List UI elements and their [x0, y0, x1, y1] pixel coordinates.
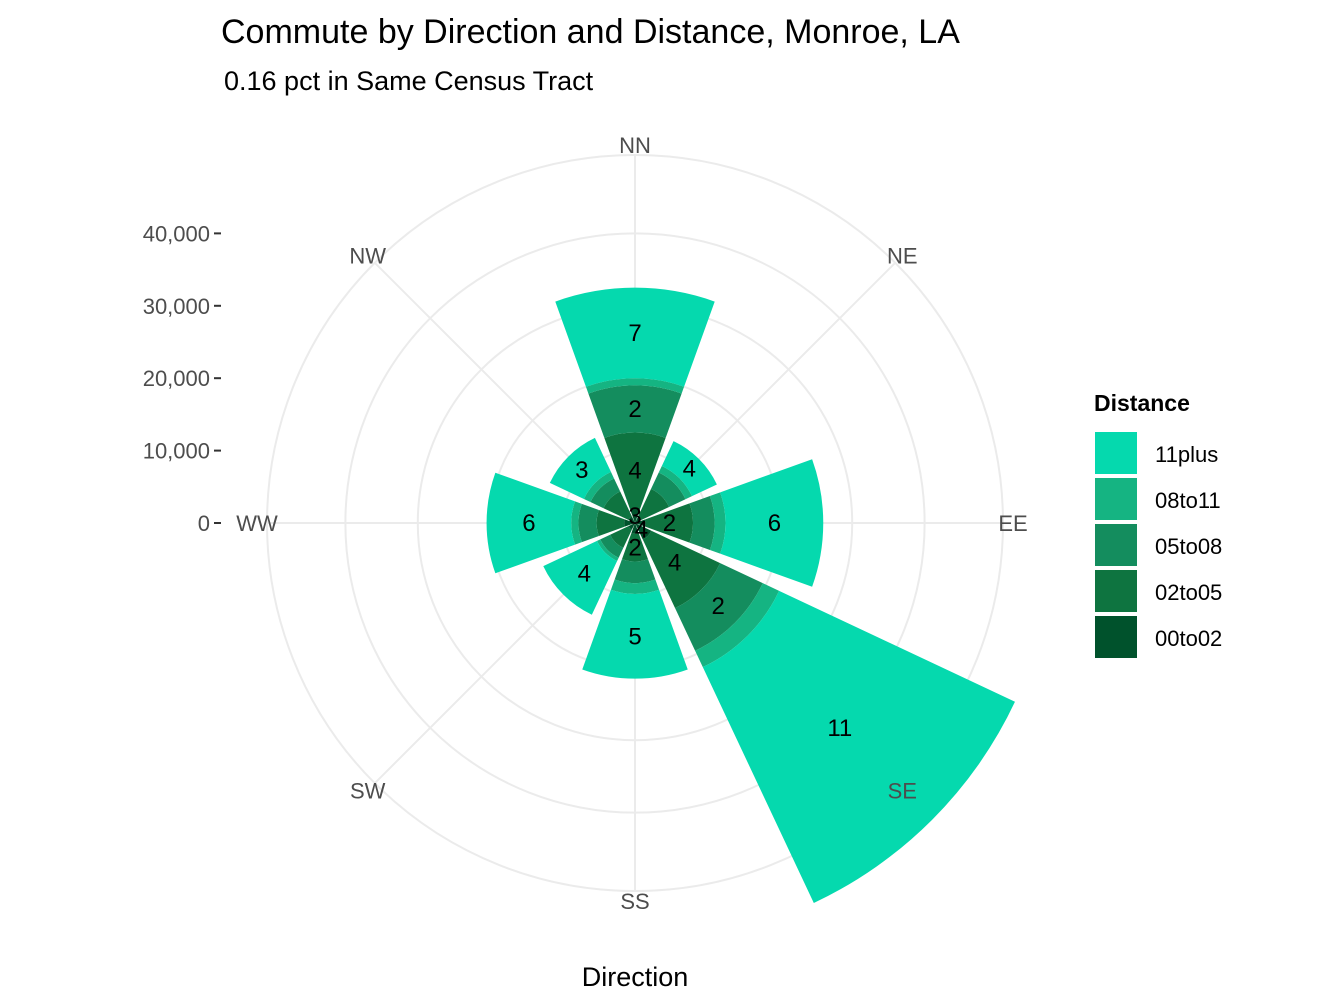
bar-label-se-11plus: 11 [827, 715, 852, 742]
direction-label-ne: NE [887, 244, 918, 269]
bar-label-ee-02to05: 2 [663, 510, 676, 537]
legend-swatch-00to02 [1095, 616, 1137, 658]
y-tick-label: 20,000 [143, 366, 210, 391]
legend-label-00to02: 00to02 [1155, 626, 1222, 651]
bar-nn-11plus [555, 287, 715, 387]
bar-se-02to05 [642, 530, 721, 609]
y-tick-label: 0 [198, 511, 210, 536]
bar-label-se-02to05: 4 [668, 550, 681, 577]
bar-ee-02to05 [645, 503, 693, 543]
bar-ne-11plus [661, 441, 717, 497]
bar-sw-08to11 [597, 539, 619, 561]
bar-nn-02to05 [604, 432, 666, 510]
bar-nw-08to11 [583, 471, 615, 503]
bar-label-se-05to08: 2 [712, 593, 725, 620]
direction-label-se: SE [888, 778, 917, 803]
bar-label-ss-11plus: 5 [628, 623, 641, 650]
legend-label-08to11: 08to11 [1155, 488, 1221, 513]
direction-label-sw: SW [350, 778, 386, 803]
bar-se-08to11 [695, 583, 780, 668]
bar-ww-11plus [486, 472, 576, 574]
bar-ww-02to05 [596, 510, 625, 536]
bar-nw-11plus [549, 437, 611, 499]
bar-ww-00to02 [624, 519, 635, 527]
bar-nn-00to02 [630, 508, 640, 523]
chart-title: Commute by Direction and Distance, Monro… [221, 13, 960, 51]
legend-swatch-11plus [1095, 432, 1137, 474]
direction-label-ww: WW [236, 511, 278, 536]
bar-label-ne-11plus: 4 [683, 456, 696, 483]
bar-ww-05to08 [578, 503, 599, 543]
direction-label-nn: NN [619, 133, 651, 158]
bar-sw-02to05 [610, 526, 632, 548]
bar-ss-11plus [582, 589, 688, 679]
bar-label-nn-11plus: 7 [628, 320, 641, 347]
y-tick-label: 40,000 [143, 221, 210, 246]
bar-label-sw-11plus: 4 [578, 561, 591, 588]
x-axis-title: Direction [582, 962, 689, 992]
bar-nw-00to02 [628, 516, 635, 523]
legend-label-11plus: 11plus [1155, 442, 1218, 467]
legend-swatch-02to05 [1095, 570, 1137, 612]
bar-sw-05to08 [600, 534, 624, 558]
chart-subtitle: 0.16 pct in Same Census Tract [224, 66, 594, 96]
bar-ee-05to08 [689, 496, 715, 550]
radial-axis: 0 10,000 20,000 30,000 40,000 [143, 221, 221, 536]
bar-ne-08to11 [658, 466, 692, 500]
bar-ss-00to02 [631, 523, 639, 534]
y-tick-label: 30,000 [143, 294, 210, 319]
bar-nw-05to08 [590, 478, 621, 509]
bar-ee-00to02 [635, 519, 646, 527]
bar-se-05to08 [675, 563, 763, 651]
bar-label-nw-11plus: 3 [575, 457, 588, 484]
bar-sw-11plus [543, 540, 618, 615]
bar-ne-05to08 [651, 472, 686, 507]
bar-wedges [486, 287, 1015, 903]
bar-label-ee-11plus: 6 [768, 510, 781, 537]
bar-label-nn-00to02: 3 [628, 503, 641, 530]
bar-se-11plus [702, 590, 1015, 903]
direction-labels: NN NE EE SE SS SW WW NW [236, 133, 1027, 914]
bar-ee-11plus [720, 459, 824, 587]
bar-se-00to02 [635, 523, 652, 540]
bar-ee-08to11 [709, 492, 726, 554]
legend-title: Distance [1094, 390, 1190, 416]
bar-label-nn-05to08: 2 [628, 396, 641, 423]
direction-label-ss: SS [620, 889, 649, 914]
direction-label-nw: NW [349, 244, 386, 269]
bar-ne-02to05 [638, 488, 670, 520]
bar-ss-08to11 [610, 579, 660, 594]
bar-label-ww-11plus: 6 [522, 510, 535, 537]
bar-ss-02to05 [622, 533, 648, 562]
direction-label-ee: EE [998, 511, 1027, 536]
legend-label-02to05: 02to05 [1155, 580, 1222, 605]
bar-label-nn-02to05: 4 [628, 458, 641, 485]
legend-label-05to08: 05to08 [1155, 534, 1222, 559]
bar-ne-00to02 [635, 516, 642, 523]
legend: Distance 11plus 08to11 05to08 02to05 00to02 [1094, 390, 1222, 658]
bar-ww-08to11 [571, 501, 582, 545]
legend-swatch-08to11 [1095, 478, 1137, 520]
y-tick-label: 10,000 [143, 439, 210, 464]
bar-label-se-00to02: 4 [635, 516, 648, 543]
bar-ss-05to08 [614, 559, 656, 584]
bar-nw-02to05 [603, 491, 632, 520]
bar-nn-05to08 [588, 385, 682, 438]
legend-swatch-05to08 [1095, 524, 1137, 566]
legend-items: 11plus 08to11 05to08 02to05 00to02 [1095, 432, 1222, 658]
bar-label-ss-02to05: 2 [628, 535, 641, 562]
bar-nn-08to11 [585, 378, 685, 394]
bar-sw-00to02 [628, 523, 635, 530]
